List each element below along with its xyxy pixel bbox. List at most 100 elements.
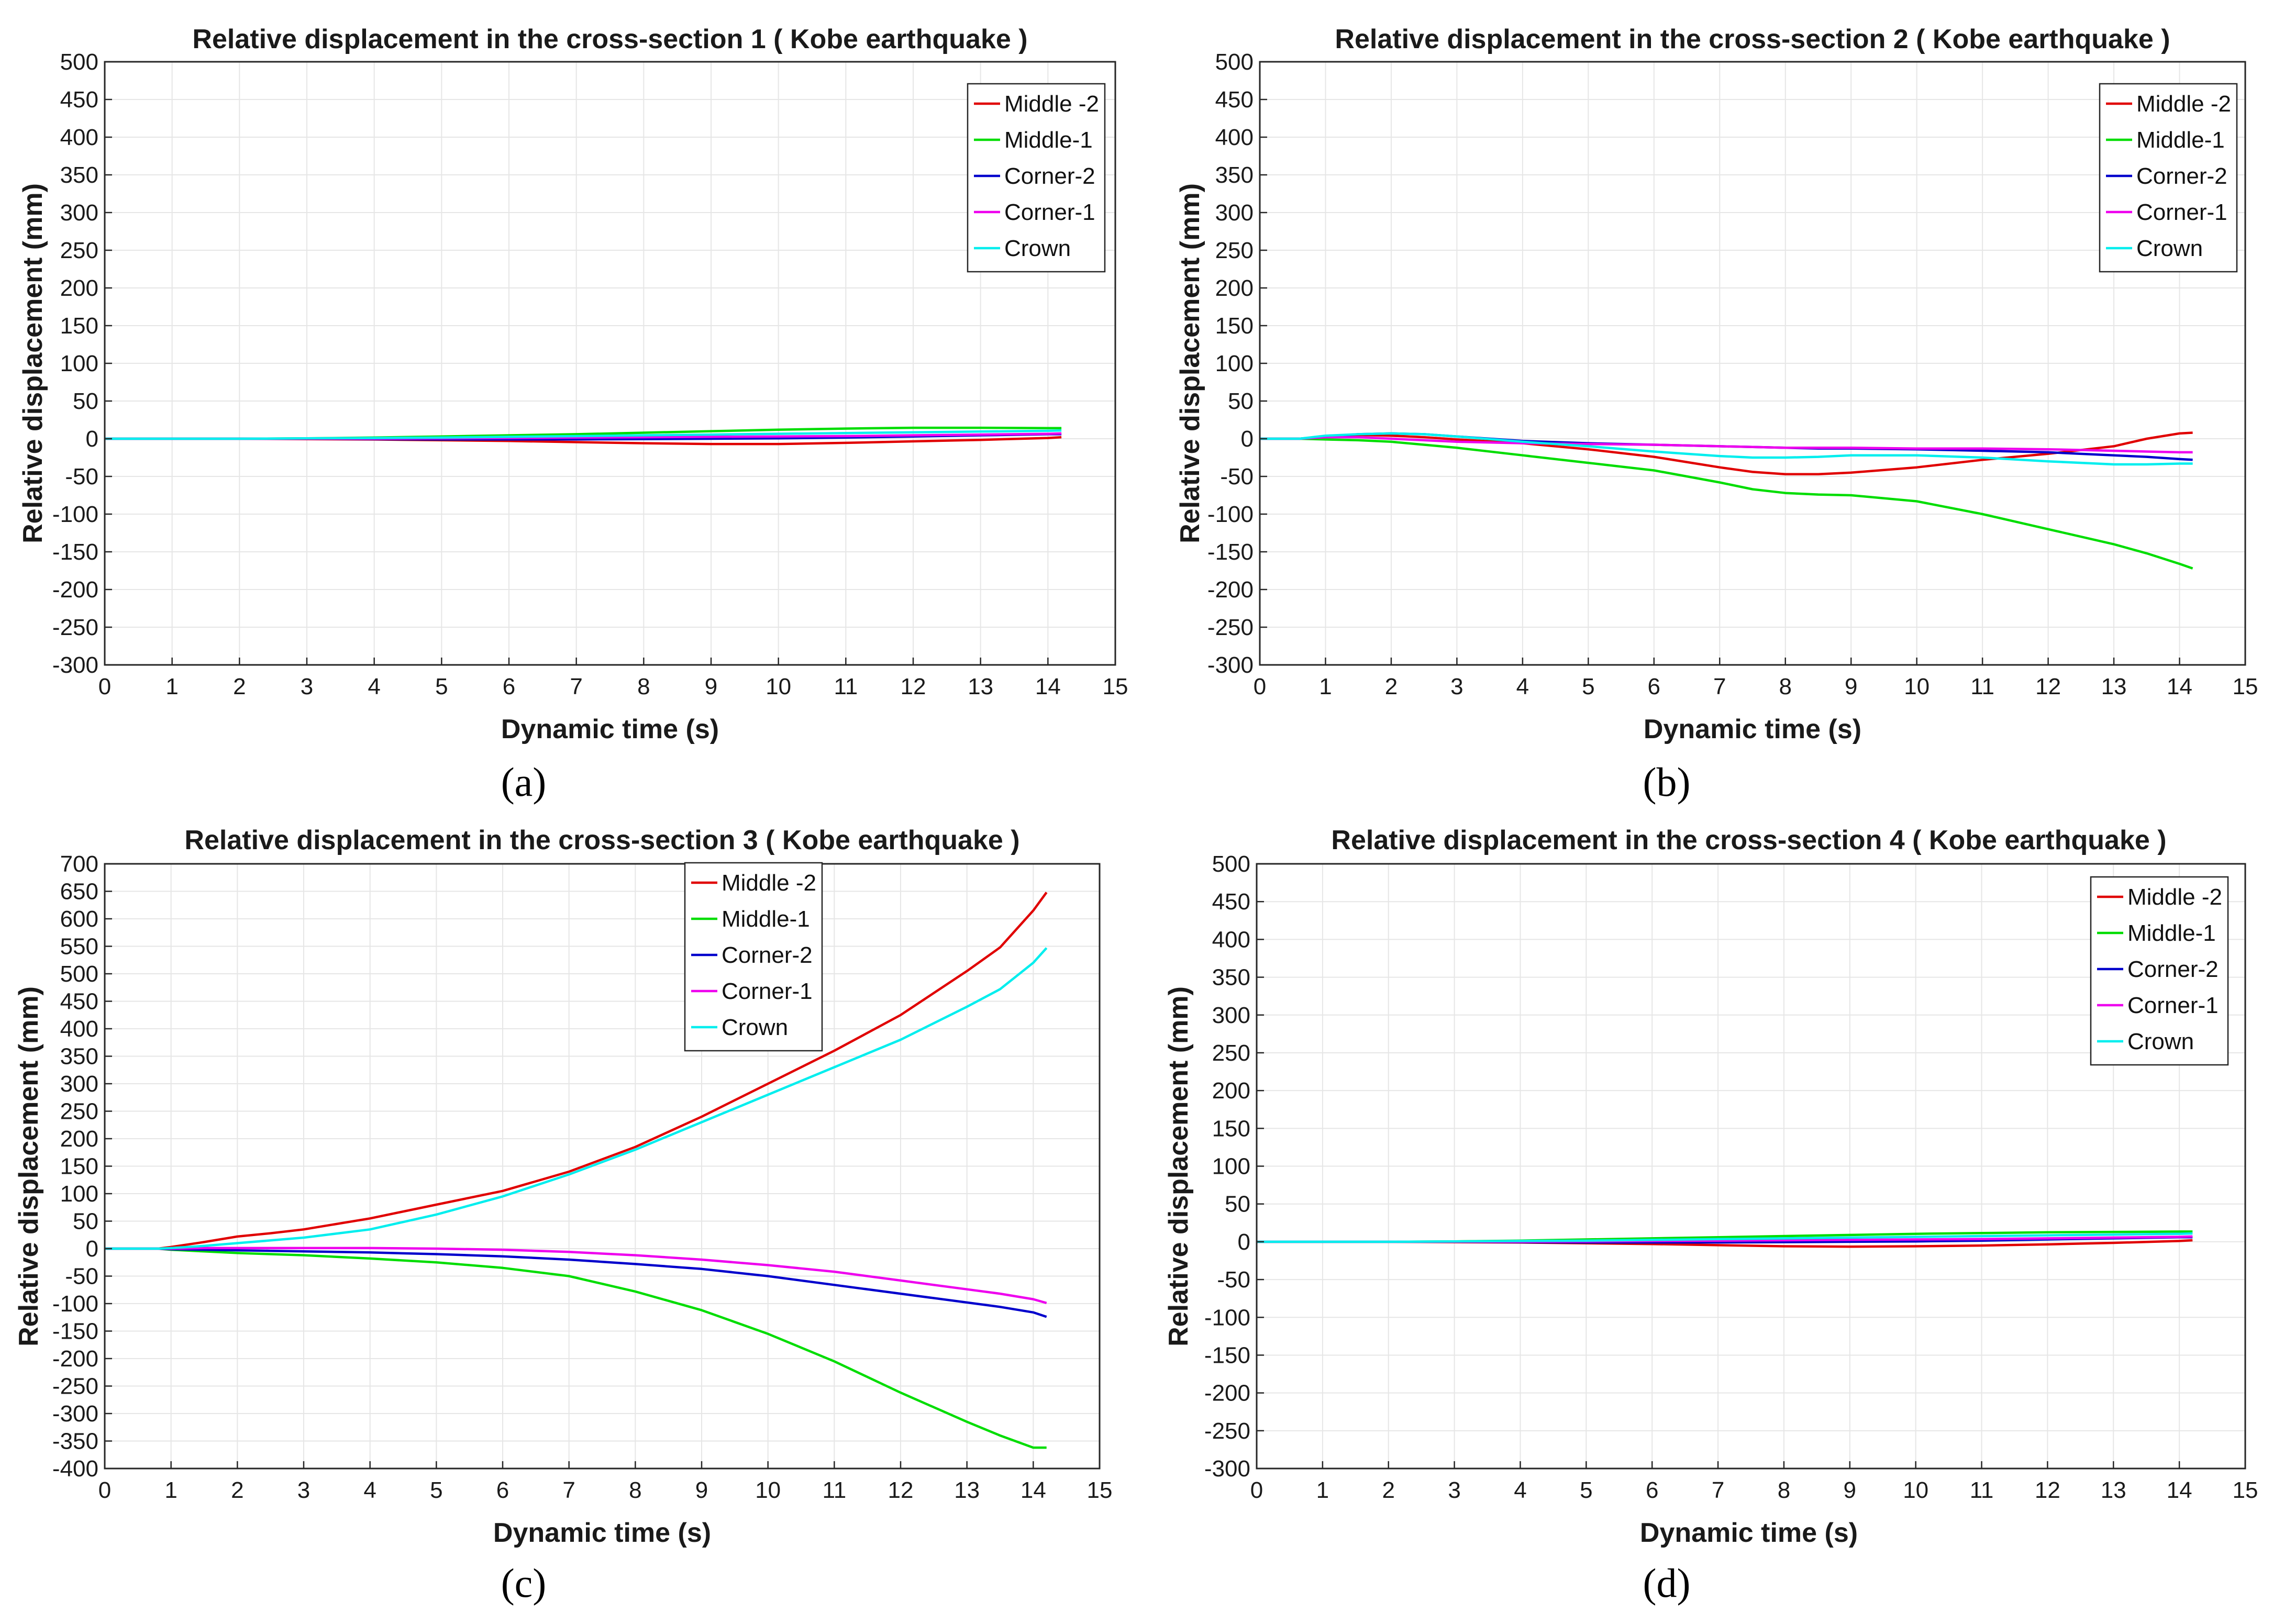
x-tick-label: 7	[1713, 674, 1726, 699]
y-tick-label: -300	[1207, 652, 1254, 678]
series-line-corner-1	[1260, 436, 2193, 454]
y-tick-label: 350	[1215, 162, 1254, 188]
y-tick-label: -50	[65, 464, 98, 490]
y-tick-label: -150	[52, 539, 98, 565]
y-tick-label: 50	[1228, 388, 1254, 414]
y-tick-label: 0	[86, 1236, 98, 1262]
y-tick-label: 600	[60, 906, 98, 932]
x-tick-label: 14	[1021, 1477, 1046, 1503]
legend-label: Corner-1	[1004, 199, 1095, 225]
chart-title: Relative displacement in the cross-secti…	[192, 24, 1027, 54]
panel-caption-d: (d)	[1643, 1560, 1691, 1606]
x-tick-label: 4	[368, 674, 380, 699]
x-axis-label: Dynamic time (s)	[1640, 1518, 1858, 1548]
x-tick-label: 7	[562, 1477, 575, 1503]
legend-label: Corner-1	[2127, 993, 2219, 1018]
y-tick-label: -50	[1217, 1267, 1250, 1293]
x-axis-label: Dynamic time (s)	[501, 714, 719, 744]
series-line-crown	[1257, 1232, 2193, 1243]
chart-title: Relative displacement in the cross-secti…	[1335, 24, 2170, 54]
y-tick-label: 400	[60, 1016, 98, 1042]
x-tick-label: 8	[629, 1477, 641, 1503]
y-tick-label: -200	[1204, 1381, 1250, 1406]
legend-label: Crown	[722, 1015, 788, 1040]
x-tick-label: 12	[888, 1477, 914, 1503]
x-tick-label: 15	[2233, 1477, 2258, 1503]
x-tick-label: 3	[301, 674, 313, 699]
y-tick-label: 100	[60, 1181, 98, 1207]
x-tick-label: 11	[1970, 674, 1994, 699]
y-tick-label: 450	[1215, 87, 1254, 113]
legend-label: Middle -2	[722, 870, 816, 896]
y-tick-label: -250	[1207, 615, 1254, 640]
x-tick-label: 3	[1450, 674, 1463, 699]
series-line-crown	[1260, 432, 2193, 466]
x-tick-label: 9	[1845, 674, 1857, 699]
y-tick-label: 400	[1212, 927, 1250, 952]
y-tick-label: 200	[1212, 1078, 1250, 1104]
y-axis-label: Relative displacement (mm)	[18, 183, 48, 543]
x-tick-label: 8	[637, 674, 650, 699]
y-tick-label: 350	[60, 162, 98, 188]
y-tick-label: 500	[60, 961, 98, 987]
series-line-middle-1	[1260, 437, 2193, 570]
y-tick-label: 450	[1212, 889, 1250, 915]
chart-panel-d: Relative displacement in the cross-secti…	[1163, 825, 2258, 1548]
legend-label: Middle-1	[2136, 127, 2225, 153]
chart-panel-c: Relative displacement in the cross-secti…	[14, 825, 1112, 1548]
legend	[2090, 876, 2229, 1066]
x-tick-label: 13	[2101, 674, 2127, 699]
y-tick-label: -200	[52, 1346, 98, 1372]
y-tick-label: -350	[52, 1429, 98, 1454]
legend	[2099, 83, 2238, 273]
x-tick-label: 1	[1316, 1477, 1329, 1503]
x-tick-label: 8	[1779, 674, 1791, 699]
y-tick-label: -250	[1204, 1418, 1250, 1444]
y-tick-label: 250	[1215, 238, 1254, 263]
legend-label: Middle -2	[1004, 91, 1099, 117]
y-tick-label: -100	[52, 1291, 98, 1317]
x-tick-label: 4	[363, 1477, 376, 1503]
x-tick-label: 6	[503, 674, 515, 699]
x-tick-label: 3	[1448, 1477, 1460, 1503]
x-tick-label: 15	[1087, 1477, 1113, 1503]
legend-label: Middle -2	[2136, 91, 2231, 117]
y-tick-label: 0	[1241, 426, 1254, 452]
x-tick-label: 2	[233, 674, 246, 699]
x-tick-label: 11	[822, 1477, 846, 1503]
x-tick-label: 1	[165, 674, 178, 699]
y-tick-label: -150	[1207, 539, 1254, 565]
legend-label: Middle-1	[722, 906, 810, 932]
x-tick-label: 6	[1648, 674, 1660, 699]
y-tick-label: 700	[60, 851, 98, 877]
y-tick-label: 500	[1212, 851, 1250, 877]
y-tick-label: 250	[60, 238, 98, 263]
y-tick-label: -250	[52, 1374, 98, 1399]
series-line-corner-2	[105, 1247, 1047, 1318]
x-tick-label: 11	[1970, 1477, 1994, 1503]
y-tick-label: 100	[1215, 351, 1254, 376]
y-tick-label: -200	[52, 577, 98, 603]
y-tick-label: 50	[73, 388, 98, 414]
x-tick-label: 15	[1103, 674, 1128, 699]
x-tick-label: 9	[705, 674, 717, 699]
y-tick-label: -250	[52, 615, 98, 640]
x-tick-label: 0	[98, 674, 111, 699]
y-tick-label: 300	[60, 1071, 98, 1097]
y-tick-label: 200	[60, 275, 98, 301]
y-tick-label: 500	[1215, 49, 1254, 75]
x-tick-label: 14	[2167, 1477, 2192, 1503]
y-tick-label: 450	[60, 989, 98, 1015]
x-tick-label: 1	[1319, 674, 1332, 699]
y-tick-label: 50	[73, 1209, 98, 1234]
x-tick-label: 10	[1903, 1477, 1928, 1503]
x-tick-label: 15	[2233, 674, 2258, 699]
series-line-middle-2	[105, 892, 1048, 1250]
x-tick-label: 10	[766, 674, 791, 699]
legend-label: Crown	[2127, 1029, 2194, 1054]
y-tick-label: 150	[60, 1154, 98, 1180]
y-tick-label: 250	[1212, 1040, 1250, 1066]
legend-label: Crown	[2136, 236, 2203, 261]
x-tick-label: 5	[1580, 1477, 1592, 1503]
